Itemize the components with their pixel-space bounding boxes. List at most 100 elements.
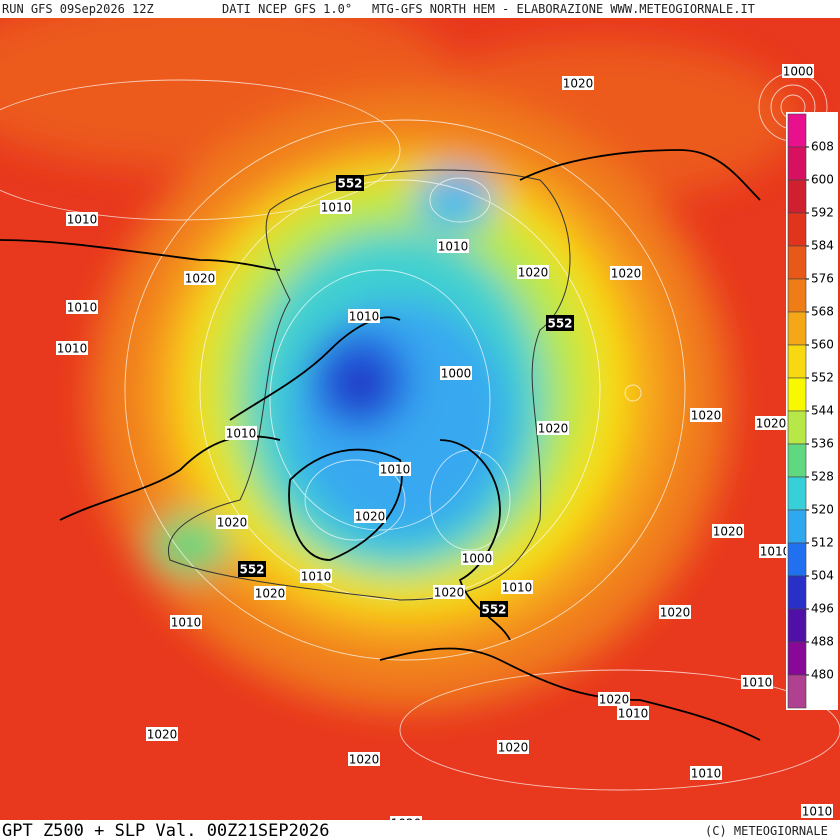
colorbar-tick-label: 536: [811, 437, 834, 451]
colorbar-tick-label: 576: [811, 272, 834, 286]
isobar-label-box: [66, 300, 98, 314]
map-title: GPT Z500 + SLP Val. 00Z21SEP2026: [2, 821, 330, 840]
height-label: 552: [547, 317, 572, 331]
colorbar-cell: [787, 542, 807, 577]
isobar-label-box: [497, 740, 529, 754]
isobar-label-box: [659, 605, 691, 619]
isobar-label: 1020: [349, 753, 380, 767]
isobar-label-box: [348, 752, 380, 766]
isobar-label-box: [759, 544, 791, 558]
isobar-label: 1010: [438, 240, 469, 254]
isobar-label-box: [433, 585, 465, 599]
isobar-label-box: [379, 462, 411, 476]
isobar-label-box: [755, 416, 787, 430]
height-label-box: [546, 315, 574, 331]
colorbar-tick-label: 552: [811, 371, 834, 385]
isobar-label: 1020: [498, 741, 529, 755]
colorbar-cell: [787, 146, 807, 181]
colorbar-tick-label: 608: [811, 140, 834, 154]
isobar-label: 1020: [756, 417, 787, 431]
isobar-label-box: [320, 200, 352, 214]
isobar-label-box: [610, 266, 642, 280]
colorbar-cell: [787, 410, 807, 445]
isobar-label-box: [225, 426, 257, 440]
height-field: [0, 18, 840, 820]
colorbar-cell: [787, 311, 807, 346]
colorbar-tick-label: 592: [811, 206, 834, 220]
colorbar-tick-label: 544: [811, 404, 834, 418]
isobar-label: 1020: [217, 516, 248, 530]
isobar-label-box: [66, 212, 98, 226]
height-label: 552: [337, 177, 362, 191]
isobar-label-box: [562, 76, 594, 90]
colorbar-tick-label: 488: [811, 635, 834, 649]
isobar-label-box: [617, 706, 649, 720]
source-label: DATI NCEP GFS 1.0°: [222, 2, 352, 16]
colorbar-cell: [787, 575, 807, 610]
isobar-label: 1020: [713, 525, 744, 539]
colorbar-cell: [787, 245, 807, 280]
isobar-label-box: [537, 421, 569, 435]
isobar-label: 1010: [802, 805, 833, 819]
run-label: RUN GFS 09Sep2026 12Z: [2, 2, 154, 16]
height-label: 552: [239, 563, 264, 577]
isobar-label: 1020: [518, 266, 549, 280]
isobar-label: 1020: [538, 422, 569, 436]
colorbar-cell: [787, 179, 807, 214]
isobar-label-box: [598, 692, 630, 706]
colorbar-tick-label: 560: [811, 338, 834, 352]
isobar-label-box: [461, 551, 493, 565]
isobar-label-box: [146, 727, 178, 741]
colorbar-cell: [787, 674, 807, 709]
isobar-label-box: [56, 341, 88, 355]
isobar-label-box: [348, 309, 380, 323]
isobar-label-box: [254, 586, 286, 600]
isobar-label: 1010: [691, 767, 722, 781]
isobar-label-box: [184, 271, 216, 285]
height-label: 552: [481, 603, 506, 617]
colorbar-cell: [787, 641, 807, 676]
isobar-label: 1010: [301, 570, 332, 584]
colorbar-cell: [787, 278, 807, 313]
colorbar-cell: [787, 212, 807, 247]
isobar-label-box: [354, 509, 386, 523]
isobar-label: 1010: [171, 616, 202, 630]
colorbar-cell: [787, 443, 807, 478]
isobar-label-box: [170, 615, 202, 629]
colorbar-cell: [787, 344, 807, 379]
isobar-label: 1020: [185, 272, 216, 286]
colorbar-cell: [787, 476, 807, 511]
isobar-label-box: [782, 64, 814, 78]
isobar-label-box: [440, 366, 472, 380]
isobar-label: 1020: [563, 77, 594, 91]
isobar-label: 1010: [67, 213, 98, 227]
isobar-label: 1010: [57, 342, 88, 356]
isobar-label-box: [517, 265, 549, 279]
isobar-label: 1020: [599, 693, 630, 707]
isobar-label-box: [437, 239, 469, 253]
credit-label: MTG-GFS NORTH HEM - ELABORAZIONE WWW.MET…: [372, 2, 755, 16]
height-label-box: [480, 601, 508, 617]
colorbar-tick-label: 528: [811, 470, 834, 484]
isobar-label: 1000: [441, 367, 472, 381]
isobar-label: 1010: [742, 676, 773, 690]
isobar-label: 1010: [380, 463, 411, 477]
isobar-label: 1000: [783, 65, 814, 79]
colorbar-cell: [787, 377, 807, 412]
colorbar-tick-label: 496: [811, 602, 834, 616]
isobar-label: 1020: [611, 267, 642, 281]
isobar-label: 1010: [321, 201, 352, 215]
isobar-label-box: [712, 524, 744, 538]
isobar-label: 1020: [355, 510, 386, 524]
height-label-box: [336, 175, 364, 191]
isobar-label: 1020: [255, 587, 286, 601]
isobar-label-box: [501, 580, 533, 594]
isobar-label-box: [690, 408, 722, 422]
isobar-label-box: [216, 515, 248, 529]
colorbar-cell: [787, 509, 807, 544]
colorbar-tick-label: 568: [811, 305, 834, 319]
isobar-label: 1000: [462, 552, 493, 566]
colorbar: 608 600 592 584 576 568 560 552 544 536 528 520 512 5…: [786, 112, 838, 710]
isobar-label: 1010: [760, 545, 791, 559]
colorbar-tick-label: 480: [811, 668, 834, 682]
